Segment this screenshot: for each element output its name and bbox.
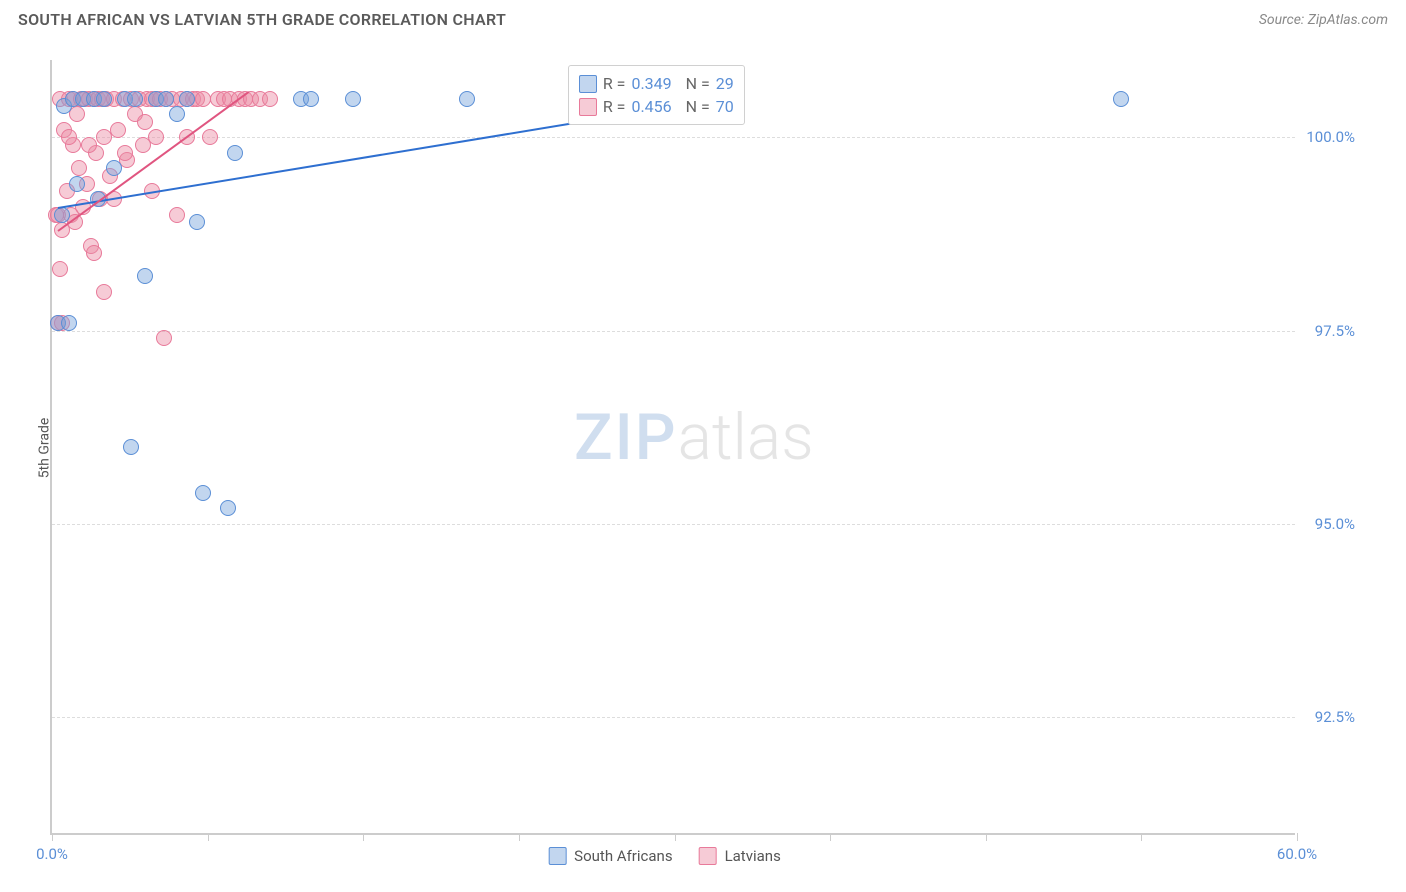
grid-line bbox=[52, 331, 1295, 332]
legend-n-label: N = bbox=[678, 74, 710, 93]
legend-swatch bbox=[579, 98, 597, 116]
scatter-point bbox=[202, 129, 218, 145]
trend-line bbox=[58, 91, 250, 232]
grid-line bbox=[52, 717, 1295, 718]
scatter-point bbox=[54, 207, 70, 223]
scatter-point bbox=[69, 176, 85, 192]
legend-n-value: 70 bbox=[716, 97, 734, 116]
x-tick bbox=[675, 833, 676, 841]
x-tick bbox=[1141, 833, 1142, 841]
scatter-point bbox=[303, 91, 319, 107]
x-tick bbox=[363, 833, 364, 841]
legend-swatch bbox=[548, 847, 566, 865]
x-tick bbox=[208, 833, 209, 841]
x-tick bbox=[986, 833, 987, 841]
plot-area: ZIPatlas 92.5%95.0%97.5%100.0%0.0%60.0%R… bbox=[50, 60, 1295, 835]
scatter-point bbox=[52, 261, 68, 277]
scatter-point bbox=[110, 122, 126, 138]
scatter-point bbox=[227, 145, 243, 161]
grid-line bbox=[52, 524, 1295, 525]
scatter-point bbox=[71, 160, 87, 176]
legend-row: R = 0.349 N = 29 bbox=[579, 72, 734, 95]
legend-row: R = 0.456 N = 70 bbox=[579, 95, 734, 118]
watermark-atlas: atlas bbox=[678, 400, 814, 475]
scatter-point bbox=[96, 129, 112, 145]
legend-n-label: N = bbox=[678, 97, 710, 116]
scatter-point bbox=[106, 160, 122, 176]
scatter-point bbox=[137, 268, 153, 284]
scatter-point bbox=[156, 330, 172, 346]
y-tick-label: 97.5% bbox=[1315, 322, 1355, 340]
x-tick bbox=[1297, 833, 1298, 841]
chart-container: 5th Grade ZIPatlas 92.5%95.0%97.5%100.0%… bbox=[50, 60, 1360, 835]
scatter-point bbox=[262, 91, 278, 107]
legend-n-value: 29 bbox=[716, 74, 734, 93]
scatter-point bbox=[96, 91, 112, 107]
x-tick bbox=[52, 833, 53, 841]
y-tick-label: 92.5% bbox=[1315, 708, 1355, 726]
scatter-point bbox=[189, 214, 205, 230]
scatter-point bbox=[179, 91, 195, 107]
legend-r-label: R = bbox=[603, 97, 626, 116]
scatter-point bbox=[148, 129, 164, 145]
legend-r-value: 0.349 bbox=[631, 74, 671, 93]
scatter-point bbox=[195, 485, 211, 501]
scatter-point bbox=[158, 91, 174, 107]
scatter-point bbox=[1113, 91, 1129, 107]
series-legend: South Africans Latvians bbox=[548, 847, 799, 865]
x-tick bbox=[519, 833, 520, 841]
y-tick-label: 100.0% bbox=[1306, 128, 1355, 146]
scatter-point bbox=[169, 207, 185, 223]
source-attribution: Source: ZipAtlas.com bbox=[1259, 12, 1388, 28]
scatter-point bbox=[127, 91, 143, 107]
scatter-point bbox=[61, 315, 77, 331]
scatter-point bbox=[123, 439, 139, 455]
legend-r-label: R = bbox=[603, 74, 626, 93]
watermark: ZIPatlas bbox=[574, 400, 814, 475]
legend-series-label: Latvians bbox=[725, 847, 781, 865]
legend-swatch bbox=[579, 75, 597, 93]
y-tick-label: 95.0% bbox=[1315, 515, 1355, 533]
scatter-point bbox=[459, 91, 475, 107]
scatter-point bbox=[220, 500, 236, 516]
grid-line bbox=[52, 137, 1295, 138]
scatter-point bbox=[96, 284, 112, 300]
scatter-point bbox=[81, 137, 97, 153]
legend-series-label: South Africans bbox=[574, 847, 672, 865]
x-tick-label: 0.0% bbox=[36, 845, 68, 863]
scatter-point bbox=[86, 245, 102, 261]
chart-title: SOUTH AFRICAN VS LATVIAN 5TH GRADE CORRE… bbox=[18, 10, 506, 29]
x-tick bbox=[830, 833, 831, 841]
x-tick-label: 60.0% bbox=[1277, 845, 1317, 863]
correlation-legend: R = 0.349 N = 29R = 0.456 N = 70 bbox=[568, 65, 745, 125]
scatter-point bbox=[61, 129, 77, 145]
scatter-point bbox=[169, 106, 185, 122]
scatter-point bbox=[137, 114, 153, 130]
watermark-zip: ZIP bbox=[574, 400, 678, 475]
legend-r-value: 0.456 bbox=[631, 97, 671, 116]
legend-swatch bbox=[699, 847, 717, 865]
scatter-point bbox=[117, 145, 133, 161]
scatter-point bbox=[345, 91, 361, 107]
